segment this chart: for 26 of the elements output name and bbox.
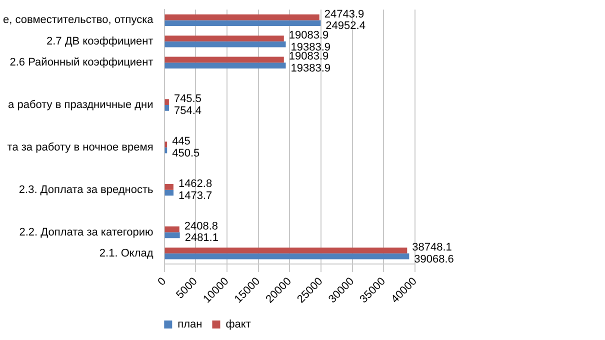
y-tick-label: 2.1. Оклад bbox=[99, 247, 154, 260]
data-label: 2481.1 bbox=[184, 232, 218, 244]
data-label: 450.5 bbox=[172, 147, 200, 160]
data-label: 24952.4 bbox=[326, 20, 366, 32]
y-tick-label: 2.7 ДВ коэффициент bbox=[46, 35, 154, 48]
data-label: 19083.9 bbox=[288, 50, 329, 63]
y-tick-label: е, совместительство, отпуска bbox=[2, 14, 154, 26]
data-label: 19383.9 bbox=[290, 62, 331, 75]
legend-label: план bbox=[178, 318, 202, 331]
data-label: 2408.8 bbox=[184, 220, 218, 232]
data-label: 1462.8 bbox=[178, 178, 212, 190]
data-label: 24743.9 bbox=[324, 8, 364, 20]
data-label: 754.4 bbox=[174, 104, 202, 117]
y-tick-label: 2.6 Районный коэффициент bbox=[10, 56, 154, 69]
y-tick-label: 2.2. Доплата за категорию bbox=[19, 226, 154, 238]
y-tick-label: 2.3. Доплата за вредность bbox=[18, 184, 154, 196]
data-label: 39068.6 bbox=[414, 253, 454, 266]
data-label: 745.5 bbox=[174, 93, 202, 106]
x-tick-label: 0 bbox=[156, 275, 169, 288]
data-label: 38748.1 bbox=[412, 242, 452, 254]
data-label: 19083.9 bbox=[288, 30, 329, 42]
data-label: 445 bbox=[172, 136, 190, 148]
y-tick-label: а работу в праздничные дни bbox=[8, 99, 154, 112]
legend-label: факт bbox=[226, 318, 251, 331]
data-label: 1473.7 bbox=[178, 190, 212, 202]
y-tick-label: та за работу в ночное время bbox=[7, 141, 154, 154]
